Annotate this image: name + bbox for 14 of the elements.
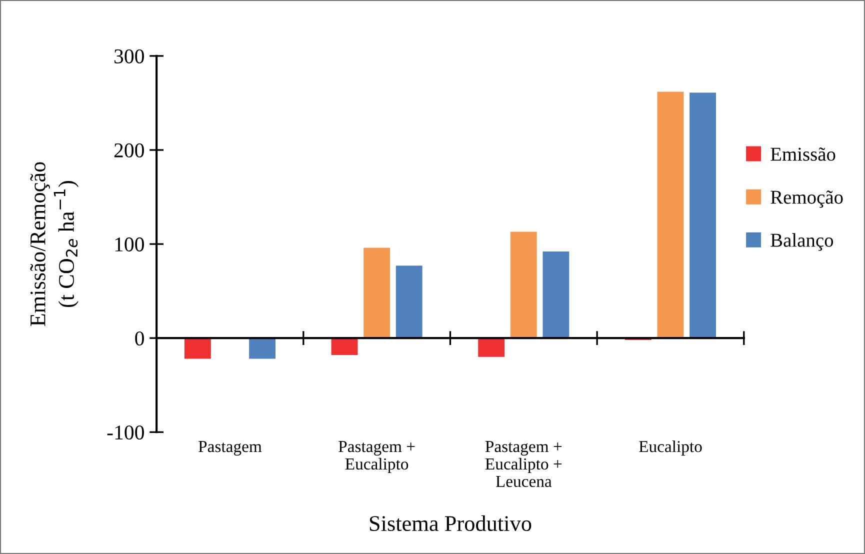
x-axis-title: Sistema Produtivo [370, 515, 532, 532]
legend-label: Remoção [770, 190, 843, 208]
y-tick-label: 300 [114, 49, 144, 64]
y-tick-label: 0 [135, 331, 144, 346]
y-tick-label: 100 [115, 237, 144, 252]
y-tick-label: 200 [114, 143, 144, 158]
x-tick-label: Pastagem [198, 441, 262, 456]
legend-label: Balanço [770, 233, 834, 251]
x-tick-label: Pastagem + Eucalipto + Leucena [485, 441, 562, 488]
y-tick-label: -100 [107, 425, 144, 440]
y-axis-title: Emissão/Remoção (t CO$_{2e}$ ha$^{−1}$) [30, 162, 78, 326]
x-tick-label: Eucalipto [639, 440, 702, 456]
x-tick-label: Pastagem + Eucalipto [338, 441, 415, 473]
legend-label: Emissão [770, 148, 836, 161]
